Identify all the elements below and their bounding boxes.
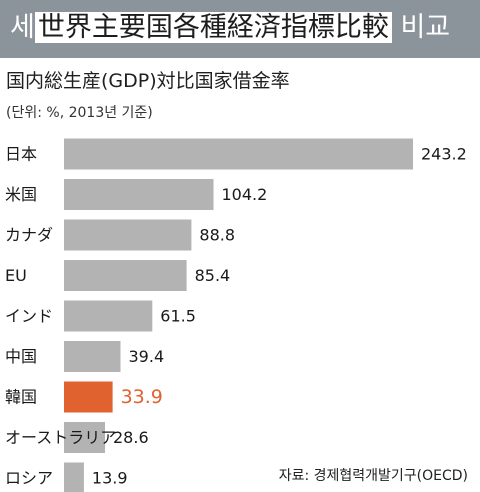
category-label-3: EU — [5, 266, 27, 285]
category-label-1: 米国 — [5, 185, 37, 204]
category-label-4: インド — [5, 307, 53, 326]
header-title-prefix: 세 — [10, 12, 35, 43]
source-note: 자료: 경제협력개발기구(OECD) — [278, 468, 468, 484]
category-label-5: 中国 — [5, 347, 37, 366]
value-label-0: 243.2 — [421, 145, 467, 164]
value-label-1: 104.2 — [222, 185, 268, 204]
value-label-6: 33.9 — [121, 386, 163, 408]
category-label-0: 日本 — [5, 145, 37, 164]
bar-4 — [64, 300, 153, 332]
bar-7 — [64, 422, 105, 453]
bar-2 — [64, 219, 192, 251]
category-label-7: オーストラリア — [5, 428, 116, 447]
header-title-highlight: 世界主要国各種経済指標比較 — [34, 12, 392, 43]
header-banner: 세 世界主要国各種経済指標比較 비교 — [0, 0, 480, 58]
category-label-8: ロシア — [5, 469, 53, 488]
bar-6 — [64, 381, 113, 413]
value-label-8: 13.9 — [92, 469, 128, 488]
bar-5 — [64, 341, 121, 372]
value-label-7: 28.6 — [113, 428, 149, 447]
header-title-suffix: 비교 — [400, 12, 451, 43]
category-label-6: 韓国 — [5, 388, 37, 407]
value-label-3: 85.4 — [195, 266, 231, 285]
bar-0 — [64, 138, 413, 170]
value-label-2: 88.8 — [199, 226, 235, 245]
value-label-5: 39.4 — [129, 347, 165, 366]
unit-note: (단위: %, 2013년 기준) — [6, 105, 153, 121]
header-title: 세 世界主要国各種経済指標比較 비교 — [10, 8, 450, 48]
bar-8 — [64, 462, 84, 492]
category-label-2: カナダ — [5, 226, 53, 245]
bar-3 — [64, 260, 187, 291]
chart-subtitle: 国内総生産(GDP)対比国家借金率 — [6, 70, 290, 92]
bar-1 — [64, 179, 214, 210]
value-label-4: 61.5 — [160, 307, 196, 326]
